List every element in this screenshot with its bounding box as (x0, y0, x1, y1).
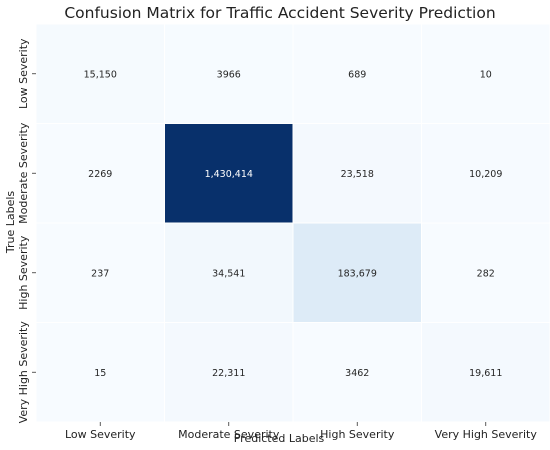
heatmap-cell-value: 689 (348, 69, 366, 80)
heatmap-cell-value: 10,209 (469, 169, 502, 180)
heatmap-cell-value: 22,311 (212, 368, 245, 379)
heatmap-cell (421, 322, 550, 423)
heatmap-cell-value: 2269 (88, 169, 112, 180)
heatmap-cell (421, 222, 550, 323)
heatmap-cell-value: 10 (480, 69, 492, 80)
x-axis-ticks: Low Severity Moderate Severity High Severi… (65, 422, 537, 441)
chart-title: Confusion Matrix for Traffic Accident Se… (64, 4, 495, 22)
heatmap-cell (292, 23, 422, 124)
heatmap-cells (35, 23, 550, 423)
heatmap-cell (164, 322, 294, 423)
heatmap-cell (421, 23, 550, 124)
x-tick-label: High Severity (320, 428, 395, 441)
y-tick-label: Very High Severity (17, 321, 30, 424)
heatmap-cell-value: 15 (94, 368, 106, 379)
x-tick-label: Moderate Severity (178, 428, 280, 441)
heatmap-cell-value: 19,611 (469, 368, 502, 379)
y-axis-ticks: Low Severity Moderate Severity High Severi… (17, 38, 36, 423)
heatmap-cell (164, 23, 294, 124)
heatmap-cell (164, 123, 294, 224)
x-tick-label: Very High Severity (435, 428, 538, 441)
heatmap-cell (35, 23, 165, 124)
heatmap-cell-value: 23,518 (341, 169, 374, 180)
heatmap-cell-value: 282 (477, 268, 495, 279)
heatmap-cell-value: 15,150 (84, 69, 117, 80)
y-tick-label: Moderate Severity (17, 122, 30, 224)
x-axis-label: Predicted Labels (234, 432, 325, 445)
heatmap-cell-labels: 15,150 3966 689 10 2269 1,430,414 23,518 10,209… (84, 69, 503, 379)
heatmap-cell (35, 123, 165, 224)
heatmap-cell-value: 34,541 (212, 268, 245, 279)
y-axis-label: True Labels (4, 191, 17, 255)
heatmap-cell-value: 1,430,414 (205, 169, 253, 180)
y-tick-label: Low Severity (17, 38, 30, 109)
heatmap-cell (35, 222, 165, 323)
heatmap-cell (292, 322, 422, 423)
heatmap-cell (292, 123, 422, 224)
heatmap-cell (164, 222, 294, 323)
x-tick-label: Low Severity (65, 428, 136, 441)
heatmap-cell-value: 3966 (217, 69, 241, 80)
heatmap-cell (35, 322, 165, 423)
y-tick-label: High Severity (17, 235, 30, 310)
heatmap-cell-value: 183,679 (338, 268, 377, 279)
heatmap-cell-value: 237 (91, 268, 109, 279)
heatmap-cell (421, 123, 550, 224)
heatmap-cell-value: 3462 (345, 368, 369, 379)
